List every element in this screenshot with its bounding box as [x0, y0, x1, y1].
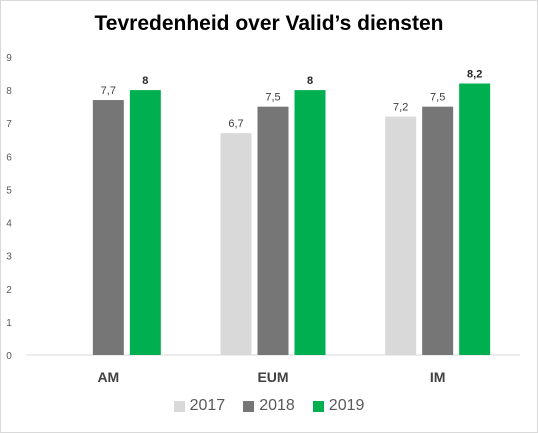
bar-2017-IM — [385, 116, 417, 355]
bar-2018-AM — [92, 100, 124, 356]
y-tick-label: 8 — [6, 86, 12, 97]
legend-item: 2019 — [312, 397, 365, 415]
legend-label: 2018 — [259, 397, 295, 414]
legend-swatch — [243, 400, 255, 412]
bar-2019-EUM — [294, 90, 326, 355]
legend-swatch — [312, 400, 324, 412]
bar-2019-AM — [129, 90, 161, 355]
bar-2018-IM — [422, 106, 454, 356]
data-label: 7,5 — [265, 92, 280, 104]
y-tick-label: 4 — [6, 219, 12, 230]
y-tick-label: 7 — [6, 119, 12, 130]
bar-2019-IM — [459, 83, 491, 355]
y-tick-label: 1 — [6, 318, 12, 329]
legend-label: 2019 — [328, 397, 365, 414]
data-label: 7,7 — [101, 85, 116, 97]
data-label: 8 — [307, 75, 313, 87]
legend-swatch — [173, 400, 185, 412]
y-tick-label: 3 — [6, 252, 12, 263]
data-label: 8 — [142, 75, 148, 87]
y-tick-label: 6 — [6, 152, 12, 163]
y-tick-label: 2 — [6, 285, 12, 296]
legend: 2017 2018 2019 — [0, 397, 538, 415]
category-label: AM — [97, 369, 119, 385]
bar-2017-EUM — [220, 133, 252, 355]
y-tick-label: 9 — [6, 53, 12, 64]
category-label: IM — [430, 369, 446, 385]
data-label: 7,5 — [430, 92, 445, 104]
y-tick-label: 5 — [6, 185, 12, 196]
legend-item: 2018 — [243, 397, 295, 415]
legend-label: 2017 — [189, 397, 226, 414]
data-label: 8,2 — [467, 68, 482, 80]
category-label: EUM — [257, 369, 288, 385]
legend-item: 2017 — [173, 397, 226, 415]
bar-2018-EUM — [257, 106, 289, 356]
chart-title: Tevredenheid over Valid’s diensten — [94, 12, 444, 35]
y-tick-label: 0 — [6, 351, 12, 362]
data-label: 7,2 — [393, 102, 408, 114]
data-label: 6,7 — [228, 118, 243, 130]
